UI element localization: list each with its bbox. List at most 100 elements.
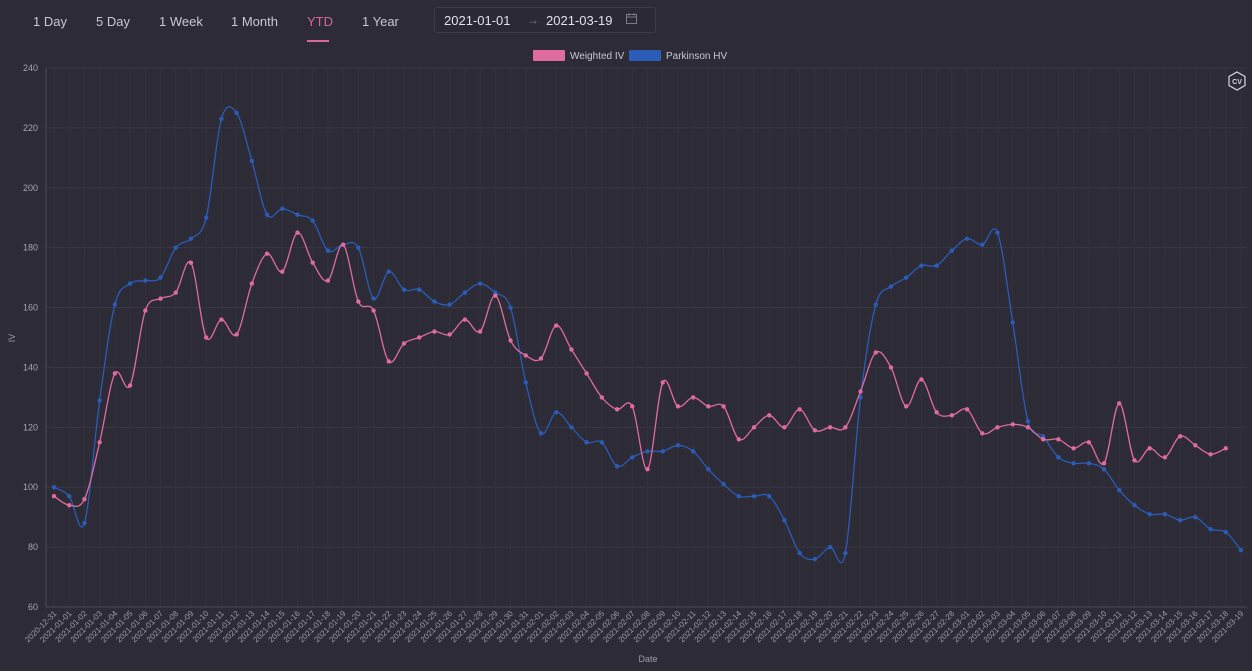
data-point-parkinson-hv[interactable]	[767, 494, 772, 499]
data-point-parkinson-hv[interactable]	[295, 212, 300, 217]
data-point-weighted-iv[interactable]	[1177, 434, 1183, 439]
data-point-parkinson-hv[interactable]	[508, 305, 513, 310]
data-point-parkinson-hv[interactable]	[934, 263, 939, 268]
data-point-weighted-iv[interactable]	[1162, 455, 1168, 460]
data-point-weighted-iv[interactable]	[1056, 437, 1061, 442]
data-point-parkinson-hv[interactable]	[888, 284, 894, 289]
data-point-weighted-iv[interactable]	[523, 353, 528, 358]
data-point-weighted-iv[interactable]	[1086, 440, 1092, 445]
data-point-parkinson-hv[interactable]	[1162, 511, 1168, 517]
data-point-parkinson-hv[interactable]	[401, 287, 407, 292]
data-point-weighted-iv[interactable]	[219, 317, 224, 322]
legend-label-weighted-iv[interactable]: Weighted IV	[570, 51, 625, 62]
data-point-weighted-iv[interactable]	[417, 335, 422, 340]
data-point-weighted-iv[interactable]	[888, 365, 894, 370]
data-point-parkinson-hv[interactable]	[173, 245, 178, 250]
data-point-weighted-iv[interactable]	[675, 404, 681, 409]
data-point-weighted-iv[interactable]	[310, 260, 315, 265]
data-point-parkinson-hv[interactable]	[1071, 461, 1076, 466]
data-point-weighted-iv[interactable]	[1208, 452, 1213, 457]
data-point-parkinson-hv[interactable]	[690, 449, 696, 454]
data-point-parkinson-hv[interactable]	[949, 248, 955, 253]
data-point-weighted-iv[interactable]	[112, 371, 118, 376]
data-point-parkinson-hv[interactable]	[614, 464, 620, 469]
data-point-weighted-iv[interactable]	[858, 389, 863, 394]
data-point-parkinson-hv[interactable]	[660, 449, 665, 454]
data-point-weighted-iv[interactable]	[340, 242, 346, 247]
data-point-weighted-iv[interactable]	[934, 410, 939, 415]
data-point-weighted-iv[interactable]	[51, 494, 57, 499]
data-point-parkinson-hv[interactable]	[1223, 529, 1228, 535]
data-point-parkinson-hv[interactable]	[858, 395, 863, 400]
data-point-weighted-iv[interactable]	[995, 425, 1000, 430]
tab-1-month[interactable]: 1 Month	[231, 14, 278, 29]
data-point-weighted-iv[interactable]	[843, 425, 848, 430]
data-point-weighted-iv[interactable]	[234, 332, 239, 337]
data-point-weighted-iv[interactable]	[188, 260, 194, 265]
data-point-weighted-iv[interactable]	[538, 356, 544, 361]
data-point-weighted-iv[interactable]	[173, 290, 178, 295]
data-point-weighted-iv[interactable]	[797, 407, 802, 412]
data-point-parkinson-hv[interactable]	[843, 550, 848, 556]
data-point-weighted-iv[interactable]	[432, 329, 437, 334]
data-point-parkinson-hv[interactable]	[158, 275, 163, 280]
data-point-parkinson-hv[interactable]	[280, 206, 285, 211]
data-point-weighted-iv[interactable]	[660, 380, 665, 385]
data-point-parkinson-hv[interactable]	[112, 302, 118, 307]
data-point-weighted-iv[interactable]	[264, 251, 270, 256]
legend-swatch-parkinson-hv[interactable]	[629, 50, 661, 61]
data-point-weighted-iv[interactable]	[82, 497, 87, 502]
data-point-parkinson-hv[interactable]	[51, 485, 57, 490]
data-point-parkinson-hv[interactable]	[143, 278, 148, 283]
data-point-parkinson-hv[interactable]	[1132, 502, 1137, 508]
data-point-weighted-iv[interactable]	[645, 467, 650, 472]
data-point-parkinson-hv[interactable]	[964, 236, 970, 241]
data-point-parkinson-hv[interactable]	[584, 440, 589, 445]
tab-1-week[interactable]: 1 Week	[159, 14, 203, 29]
data-point-parkinson-hv[interactable]	[127, 281, 133, 286]
data-point-weighted-iv[interactable]	[553, 323, 559, 328]
data-point-weighted-iv[interactable]	[1223, 446, 1228, 451]
data-point-parkinson-hv[interactable]	[371, 296, 376, 301]
data-point-parkinson-hv[interactable]	[751, 494, 757, 499]
data-point-parkinson-hv[interactable]	[599, 440, 605, 445]
data-point-weighted-iv[interactable]	[782, 425, 787, 430]
data-point-parkinson-hv[interactable]	[462, 290, 468, 295]
data-point-weighted-iv[interactable]	[751, 425, 757, 430]
data-point-parkinson-hv[interactable]	[1025, 419, 1031, 424]
data-point-parkinson-hv[interactable]	[310, 218, 315, 223]
data-point-weighted-iv[interactable]	[447, 332, 452, 337]
tab-1-day[interactable]: 1 Day	[33, 14, 67, 29]
data-point-weighted-iv[interactable]	[1010, 422, 1015, 427]
data-point-weighted-iv[interactable]	[919, 377, 924, 382]
tab-ytd[interactable]: YTD	[307, 14, 333, 29]
data-point-parkinson-hv[interactable]	[188, 236, 194, 241]
data-point-weighted-iv[interactable]	[1147, 446, 1152, 451]
data-point-parkinson-hv[interactable]	[325, 248, 331, 253]
data-point-parkinson-hv[interactable]	[432, 299, 437, 304]
data-point-parkinson-hv[interactable]	[1086, 461, 1092, 466]
data-point-parkinson-hv[interactable]	[249, 158, 255, 164]
data-point-parkinson-hv[interactable]	[356, 245, 361, 250]
data-point-parkinson-hv[interactable]	[1193, 514, 1198, 520]
data-point-parkinson-hv[interactable]	[1056, 455, 1061, 460]
data-point-weighted-iv[interactable]	[371, 308, 376, 313]
data-point-weighted-iv[interactable]	[295, 230, 300, 235]
data-point-weighted-iv[interactable]	[767, 413, 772, 418]
data-point-parkinson-hv[interactable]	[569, 425, 574, 430]
data-point-weighted-iv[interactable]	[599, 395, 605, 400]
data-point-weighted-iv[interactable]	[143, 308, 148, 313]
data-point-weighted-iv[interactable]	[1025, 425, 1031, 430]
data-point-parkinson-hv[interactable]	[904, 275, 909, 280]
data-point-parkinson-hv[interactable]	[721, 482, 726, 487]
data-point-parkinson-hv[interactable]	[1177, 517, 1183, 523]
data-point-weighted-iv[interactable]	[904, 404, 909, 409]
tab-5-day[interactable]: 5 Day	[96, 14, 130, 29]
data-point-weighted-iv[interactable]	[721, 404, 726, 409]
calendar-icon[interactable]	[626, 13, 637, 24]
data-point-weighted-iv[interactable]	[325, 278, 331, 283]
data-point-parkinson-hv[interactable]	[980, 242, 985, 247]
data-point-weighted-iv[interactable]	[127, 383, 133, 388]
data-point-weighted-iv[interactable]	[980, 431, 985, 436]
data-point-weighted-iv[interactable]	[873, 350, 878, 355]
